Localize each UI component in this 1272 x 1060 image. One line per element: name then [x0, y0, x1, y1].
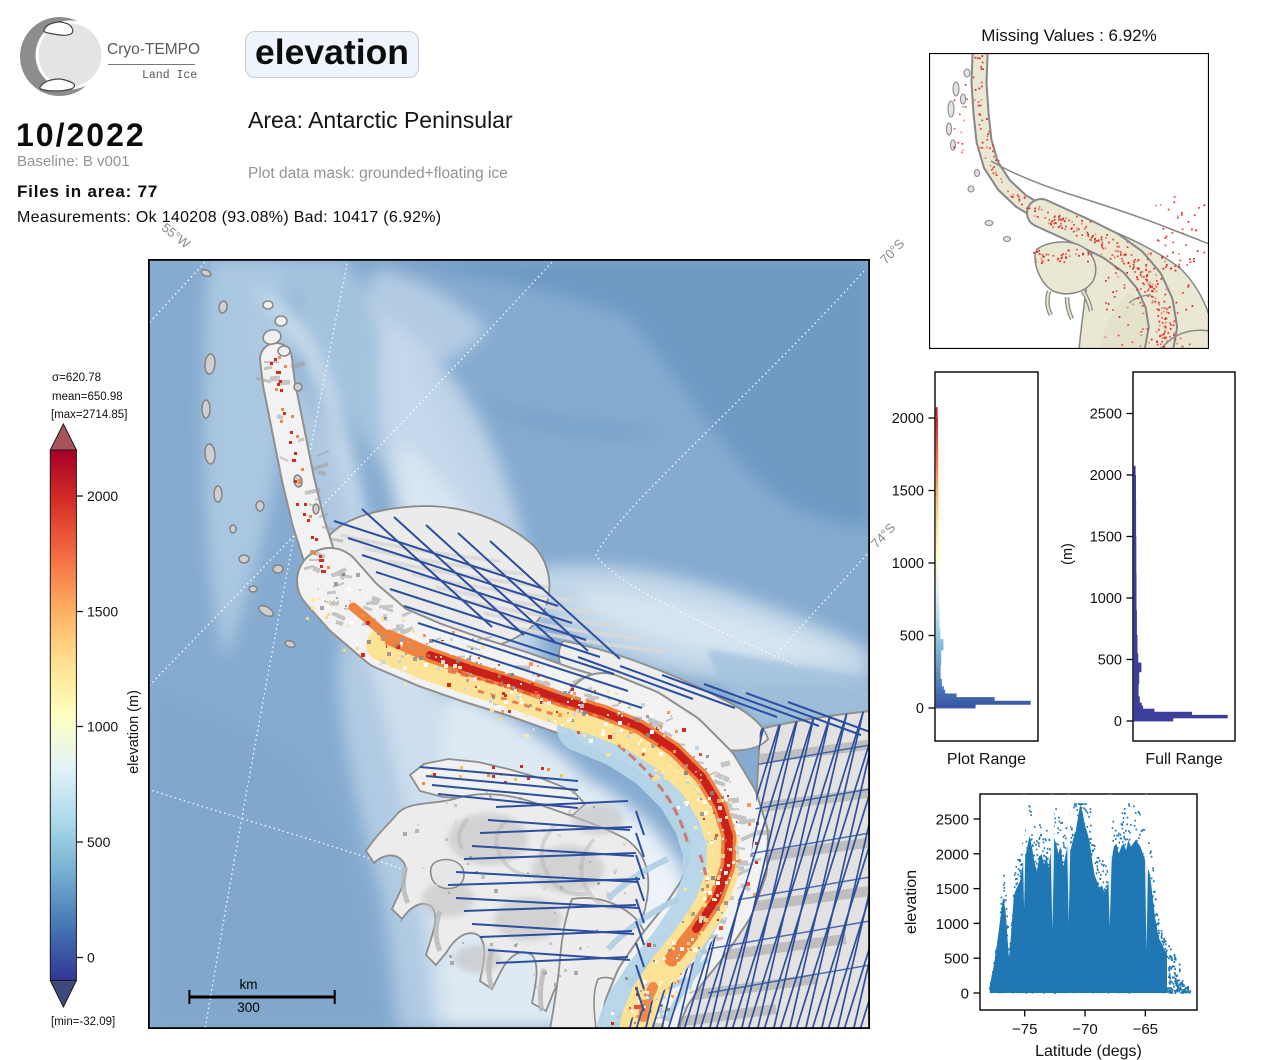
svg-text:2500: 2500 — [1090, 407, 1122, 423]
svg-text:500: 500 — [1098, 653, 1122, 669]
svg-text:2000: 2000 — [892, 411, 924, 427]
svg-text:2000: 2000 — [87, 488, 118, 504]
svg-text:1500: 1500 — [1090, 530, 1122, 546]
svg-text:0: 0 — [87, 950, 95, 966]
svg-text:1000: 1000 — [892, 556, 924, 572]
svg-text:1000: 1000 — [87, 719, 118, 735]
svg-text:1000: 1000 — [936, 916, 969, 933]
svg-text:1500: 1500 — [936, 881, 969, 898]
svg-text:1500: 1500 — [87, 604, 118, 620]
svg-text:elevation: elevation — [903, 870, 920, 934]
svg-text:0: 0 — [961, 986, 969, 1003]
svg-text:500: 500 — [900, 629, 924, 645]
svg-text:500: 500 — [87, 834, 111, 850]
svg-text:mean=650.98: mean=650.98 — [52, 391, 123, 403]
svg-text:0: 0 — [1114, 714, 1122, 730]
svg-text:2000: 2000 — [936, 846, 969, 863]
svg-text:−70: −70 — [1072, 1021, 1097, 1038]
svg-text:σ=620.78: σ=620.78 — [52, 372, 101, 384]
svg-text:0: 0 — [916, 701, 924, 717]
svg-text:(m): (m) — [1060, 543, 1076, 565]
svg-text:300: 300 — [237, 1000, 260, 1015]
svg-text:[max=2714.85]: [max=2714.85] — [51, 409, 127, 421]
svg-text:2000: 2000 — [1090, 468, 1122, 484]
svg-text:500: 500 — [944, 951, 969, 968]
svg-text:km: km — [240, 977, 258, 992]
svg-text:2500: 2500 — [936, 812, 969, 829]
svg-text:1000: 1000 — [1090, 591, 1122, 607]
svg-text:−65: −65 — [1133, 1021, 1158, 1038]
svg-text:Full Range: Full Range — [1145, 751, 1222, 768]
svg-text:−75: −75 — [1012, 1021, 1037, 1038]
svg-text:[min=-32.09]: [min=-32.09] — [51, 1016, 115, 1028]
svg-text:Plot Range: Plot Range — [947, 751, 1026, 768]
svg-text:Latitude (degs): Latitude (degs) — [1035, 1043, 1142, 1060]
svg-text:1500: 1500 — [892, 484, 924, 500]
svg-text:elevation (m): elevation (m) — [126, 690, 142, 774]
